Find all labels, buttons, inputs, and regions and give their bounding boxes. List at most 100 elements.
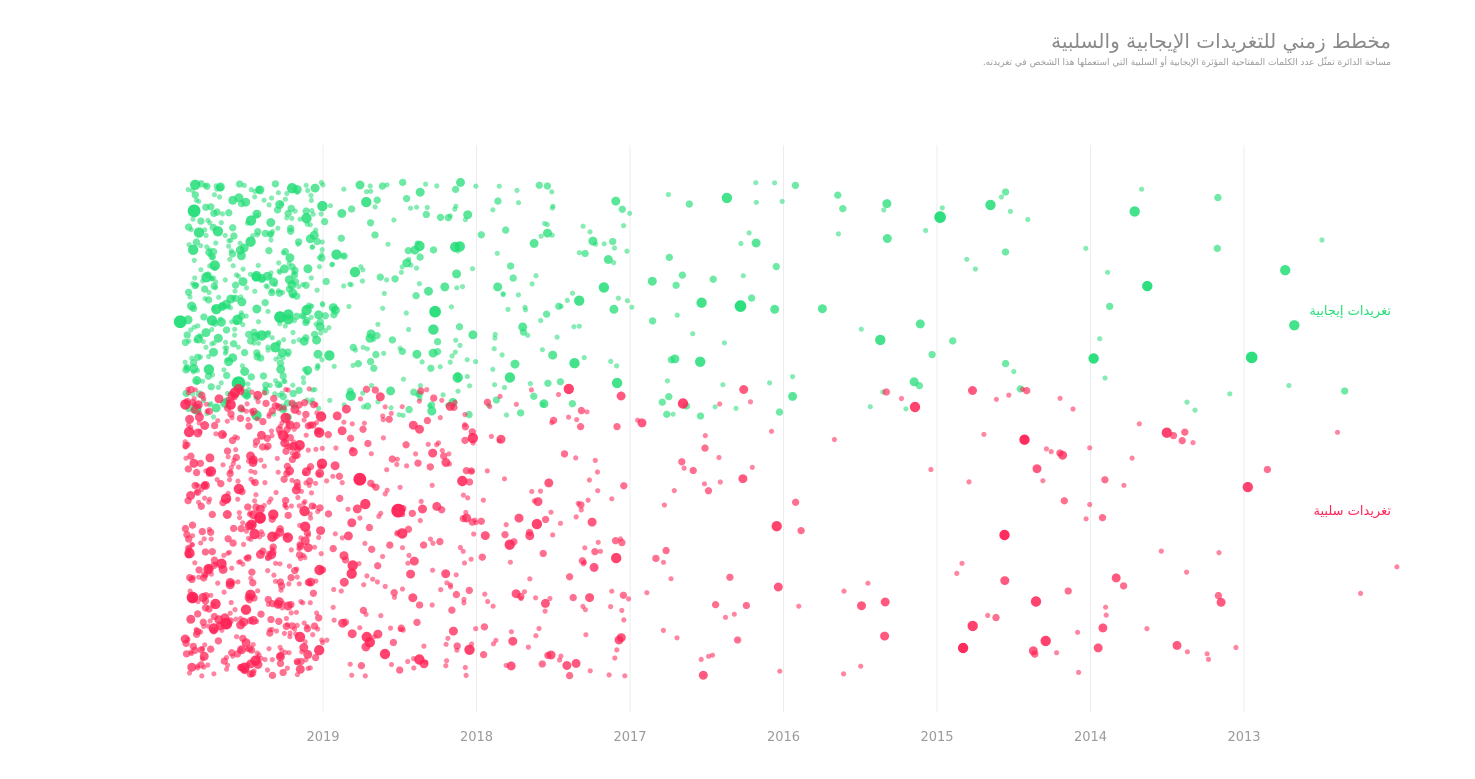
tweet-bubble bbox=[276, 260, 282, 266]
tweet-bubble bbox=[227, 256, 233, 262]
tweet-bubble bbox=[276, 652, 285, 660]
tweet-bubble bbox=[303, 264, 313, 274]
tweet-bubble bbox=[587, 517, 597, 527]
tweet-bubble bbox=[276, 525, 284, 533]
tweet-bubble bbox=[493, 282, 503, 292]
tweet-bubble bbox=[747, 399, 754, 405]
tweet-bubble bbox=[245, 535, 252, 541]
tweet-bubble bbox=[232, 607, 238, 613]
tweet-bubble bbox=[465, 586, 473, 595]
tweet-bubble bbox=[197, 646, 205, 654]
tweet-bubble bbox=[652, 554, 660, 563]
tweet-bubble bbox=[603, 255, 613, 264]
tweet-bubble bbox=[203, 364, 215, 375]
tweet-bubble bbox=[404, 463, 410, 469]
tweet-bubble bbox=[388, 405, 394, 411]
tweet-bubble bbox=[497, 393, 503, 399]
tweet-bubble bbox=[302, 555, 308, 561]
tweet-bubble bbox=[865, 580, 871, 586]
tweet-bubble bbox=[556, 657, 563, 663]
tweet-bubble bbox=[770, 304, 780, 314]
tweet-bubble bbox=[452, 269, 462, 279]
tweet-bubble bbox=[268, 270, 274, 276]
tweet-bubble bbox=[212, 265, 218, 271]
tweet-bubble bbox=[525, 332, 531, 338]
tweet-bubble bbox=[303, 625, 312, 633]
tweet-bubble bbox=[1216, 550, 1222, 556]
tweet-bubble bbox=[527, 576, 533, 582]
tweet-bubble bbox=[298, 599, 304, 605]
tweet-bubble bbox=[222, 232, 228, 238]
tweet-bubble bbox=[578, 507, 584, 513]
tweet-bubble bbox=[293, 292, 301, 300]
tweet-bubble bbox=[1178, 437, 1186, 445]
tweet-bubble bbox=[411, 665, 417, 671]
tweet-bubble bbox=[306, 477, 314, 485]
tweet-bubble bbox=[182, 639, 190, 648]
tweet-bubble bbox=[225, 454, 231, 460]
tweet-bubble bbox=[439, 447, 445, 454]
tweet-bubble bbox=[266, 202, 272, 208]
tweet-bubble bbox=[314, 427, 322, 435]
tweet-bubble bbox=[428, 348, 438, 358]
tweet-bubble bbox=[429, 602, 435, 608]
tweet-bubble bbox=[372, 350, 380, 359]
tweet-bubble bbox=[241, 541, 247, 548]
tweet-bubble bbox=[753, 180, 759, 186]
tweet-bubble bbox=[266, 218, 276, 227]
tweet-bubble bbox=[438, 506, 446, 514]
tweet-bubble bbox=[235, 478, 241, 484]
tweet-bubble bbox=[184, 465, 192, 473]
tweet-bubble bbox=[711, 601, 720, 609]
tweet-bubble bbox=[276, 339, 282, 345]
tweet-bubble bbox=[717, 401, 723, 407]
tweet-bubble bbox=[427, 364, 435, 372]
tweet-bubble bbox=[454, 647, 460, 653]
tweet-bubble bbox=[261, 390, 268, 396]
tweet-bubble bbox=[292, 185, 302, 194]
tweet-bubble bbox=[240, 322, 246, 328]
tweet-bubble bbox=[236, 620, 246, 630]
tweet-bubble bbox=[506, 661, 516, 671]
tweet-bubble bbox=[394, 461, 400, 467]
tweet-bubble bbox=[252, 288, 258, 294]
tweet-bubble bbox=[217, 302, 227, 311]
tweet-bubble bbox=[193, 400, 203, 410]
tweet-bubble bbox=[277, 269, 283, 275]
tweet-bubble bbox=[369, 382, 375, 389]
tweet-bubble bbox=[364, 189, 370, 195]
tweet-bubble bbox=[429, 482, 435, 488]
tweet-bubble bbox=[205, 662, 211, 668]
tweet-bubble bbox=[516, 409, 525, 417]
tweet-bubble bbox=[276, 659, 285, 668]
tweet-bubble bbox=[186, 614, 196, 624]
tweet-bubble bbox=[915, 382, 924, 390]
tweet-bubble bbox=[817, 304, 827, 314]
tweet-bubble bbox=[1048, 449, 1054, 455]
tweet-bubble bbox=[189, 355, 195, 361]
tweet-bubble bbox=[259, 417, 267, 426]
tweet-bubble bbox=[221, 367, 227, 373]
tweet-bubble bbox=[386, 386, 396, 396]
tweet-bubble bbox=[311, 653, 320, 662]
tweet-bubble bbox=[445, 401, 455, 411]
tweet-bubble bbox=[1341, 387, 1349, 395]
tweet-bubble bbox=[241, 182, 247, 188]
tweet-bubble bbox=[211, 671, 217, 677]
tweet-bubble bbox=[353, 472, 367, 486]
tweet-bubble bbox=[397, 484, 403, 490]
tweet-bubble bbox=[1025, 216, 1031, 223]
tweet-bubble bbox=[658, 398, 666, 406]
tweet-bubble bbox=[232, 314, 243, 325]
tweet-bubble bbox=[376, 273, 384, 281]
tweet-bubble bbox=[230, 263, 236, 269]
tweet-bubble bbox=[548, 350, 558, 360]
tweet-bubble bbox=[248, 669, 257, 677]
tweet-bubble bbox=[446, 451, 452, 457]
tweet-bubble bbox=[384, 277, 390, 283]
tweet-bubble bbox=[299, 649, 305, 655]
tweet-bubble bbox=[324, 350, 335, 361]
tweet-bubble bbox=[341, 283, 347, 289]
tweet-bubble bbox=[557, 520, 564, 526]
tweet-bubble bbox=[237, 559, 243, 565]
